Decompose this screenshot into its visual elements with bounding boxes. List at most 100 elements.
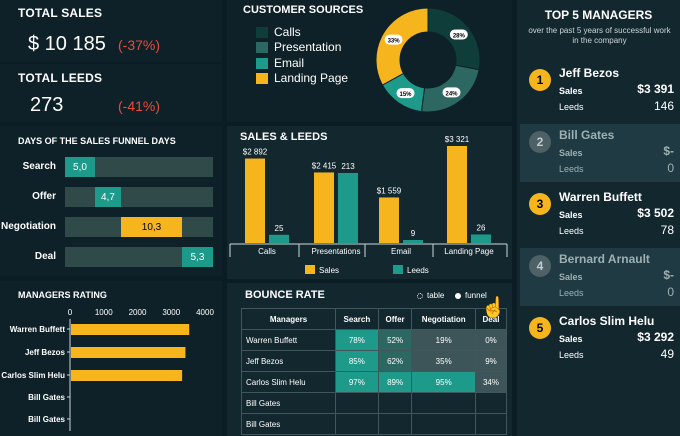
rank-badge: 1: [529, 69, 551, 91]
rating-bar: [71, 324, 190, 335]
legend-swatch: [256, 72, 268, 84]
rating-bar: [71, 370, 183, 381]
top5-title: TOP 5 MANAGERS: [544, 8, 653, 22]
kpi-leeds-delta: (-41%): [118, 98, 161, 114]
leeds-label: Leeds: [559, 350, 584, 360]
funnel-row-label: Negotiation: [1, 221, 56, 232]
manager-name: Bill Gates: [559, 128, 615, 142]
rate-cell: 97%: [335, 371, 379, 393]
bounce-rate-title: BOUNCE RATE: [245, 289, 325, 301]
category-label: Warren Buffett: [10, 325, 66, 334]
funnel-row-label: Search: [22, 161, 56, 172]
rate-cell: 9%: [474, 350, 508, 372]
sales-value-label: $2 892: [243, 148, 268, 157]
table-row: Bill Gates: [241, 392, 508, 414]
sales-bar: [447, 146, 467, 243]
x-tick-label: 1000: [95, 308, 113, 317]
category-label: Carlos Slim Helu: [1, 371, 65, 380]
managers-rating-title: MANAGERS RATING: [18, 290, 107, 300]
legend-swatch: [393, 265, 403, 274]
legend-presentation: Presentation: [256, 40, 341, 54]
funnel-row-label: Deal: [34, 251, 56, 262]
manager-sales-value: $-: [663, 268, 674, 282]
manager-cell: Bill Gates: [241, 413, 336, 435]
manager-cell: Warren Buffett: [241, 329, 336, 351]
top5-subtitle: over the past 5 years of successful work…: [528, 26, 671, 45]
leeds-bar: [338, 173, 358, 243]
table-header-row: Managers Search Offer Negotiation Deal: [241, 308, 508, 330]
manager-name: Warren Buffett: [559, 190, 642, 204]
manager-card[interactable]: 1 Jeff Bezos Sales Leeds $3 391 146: [520, 62, 680, 120]
kpi-sales-panel: TOTAL SALES $ 10 185 (-37%): [0, 0, 222, 62]
manager-card[interactable]: 5 Carlos Slim Helu Sales Leeds $3 292 49: [520, 310, 680, 368]
kpi-sales-title: TOTAL SALES: [18, 6, 103, 20]
rate-cell: 19%: [411, 329, 476, 351]
table-header: Offer: [377, 308, 413, 330]
funnel-track: [65, 187, 213, 207]
rate-cell: [474, 392, 508, 414]
rate-cell: 35%: [411, 350, 476, 372]
manager-cell: Bill Gates: [241, 392, 336, 414]
rate-cell: 95%: [411, 371, 476, 393]
manager-card[interactable]: 3 Warren Buffett Sales Leeds $3 502 78: [520, 186, 680, 244]
rank-badge: 4: [529, 255, 551, 277]
table-header: Search: [335, 308, 379, 330]
funnel-track: [65, 247, 213, 267]
table-row: Bill Gates: [241, 413, 508, 435]
manager-sales-value: $3 292: [637, 330, 674, 344]
leeds-bar: [471, 234, 491, 243]
x-tick-label: 3000: [162, 308, 180, 317]
legend-label: Email: [274, 56, 305, 70]
manager-sales-value: $3 502: [637, 206, 674, 220]
leeds-label: Leeds: [559, 288, 584, 298]
donut-label-bg: [396, 88, 415, 99]
donut-label: 15%: [400, 92, 413, 98]
leeds-value-label: 25: [275, 224, 284, 233]
funnel-bar: 5,3: [182, 247, 213, 267]
donut-label-bg: [384, 34, 403, 45]
sales-label: Sales: [559, 86, 583, 96]
manager-card[interactable]: 2 Bill Gates Sales Leeds $- 0: [520, 124, 680, 182]
manager-leeds-value: 146: [653, 99, 674, 113]
rank-badge: 2: [529, 131, 551, 153]
donut-label-bg: [442, 87, 461, 98]
option-table[interactable]: table: [417, 291, 444, 300]
sales-value-label: $3 321: [445, 135, 470, 144]
manager-leeds-value: 78: [660, 223, 674, 237]
category-label: Presentations: [312, 247, 361, 256]
option-funnel[interactable]: funnel: [455, 291, 487, 300]
manager-leeds-value: 49: [660, 347, 674, 361]
leeds-label: Leeds: [559, 226, 584, 236]
kpi-sales-value: $ 10 185: [28, 33, 106, 55]
donut-label: 33%: [388, 39, 401, 45]
manager-sales-value: $-: [663, 144, 674, 158]
bounce-rate-panel: BOUNCE RATE table funnel Managers Search…: [227, 283, 512, 436]
legend-label: Sales: [319, 266, 339, 275]
donut-label: 24%: [446, 91, 459, 97]
manager-cell: Jeff Bezos: [241, 350, 336, 372]
legend-label: Presentation: [274, 40, 342, 54]
sales-value-label: $1 559: [377, 186, 402, 195]
leeds-bar: [269, 234, 289, 243]
rate-cell: [474, 413, 508, 435]
manager-sales-value: $3 391: [637, 82, 674, 96]
customer-sources-title: CUSTOMER SOURCES: [243, 4, 364, 16]
rate-cell: 89%: [377, 371, 413, 393]
donut-label-bg: [449, 29, 468, 40]
rate-cell: 62%: [377, 350, 413, 372]
rate-cell: [335, 413, 379, 435]
rank-badge: 3: [529, 193, 551, 215]
kpi-leeds-value: 273: [30, 94, 64, 116]
manager-card[interactable]: 4 Bernard Arnault Sales Leeds $- 0: [520, 248, 680, 306]
managers-rating-chart: 0 1000 2000 3000 4000 Warren Buffett Jeff Bezo…: [1, 308, 214, 431]
rate-cell: [335, 392, 379, 414]
donut-label: 28%: [453, 34, 466, 40]
funnel-track: [65, 157, 213, 177]
customer-sources-donut: 28% 24% 15% 33%: [375, 7, 481, 113]
cursor-hand-icon: ☝: [481, 297, 506, 319]
sales-bar: [245, 158, 265, 243]
funnel-bar: 4,7: [95, 187, 121, 207]
option-label: funnel: [465, 291, 487, 300]
sales-bar: [379, 197, 399, 243]
legend-calls: Calls: [256, 25, 301, 39]
